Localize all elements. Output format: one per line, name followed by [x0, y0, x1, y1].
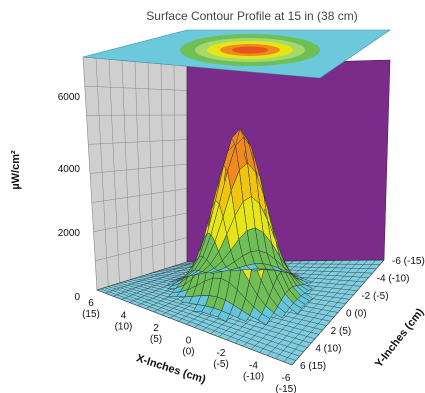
x-tick-cm: (-5) — [213, 359, 229, 370]
surface-cell — [299, 278, 313, 284]
floor-grid-line — [104, 287, 300, 357]
z-tick-label: 2000 — [58, 228, 81, 239]
projection-contours — [180, 34, 320, 66]
x-axis-ticks: 6 (15) 4 (10) 2 (5) 0 (0) -2 (-5) -4 (-10) -6 (-15) — [82, 298, 296, 393]
left-wall-grid-line — [160, 63, 165, 270]
x-tick-value: -2 — [217, 348, 226, 359]
x-tick-cm: (-10) — [243, 372, 264, 383]
z-axis-label: µW/cm² — [10, 150, 22, 190]
floor-grid-line — [96, 261, 188, 291]
x-tick-value: -6 — [282, 373, 291, 384]
y-tick-label: -4 (-10) — [377, 274, 410, 285]
z-axis: 0 2000 4000 6000 — [58, 92, 81, 303]
left-wall-grid-line — [121, 60, 131, 280]
x-tick-value: 6 — [88, 298, 94, 309]
x-tick-label: -2 (-5) — [213, 348, 229, 370]
left-wall-grid-line — [134, 61, 143, 277]
left-wall-grid-line — [173, 64, 176, 266]
x-tick-label: 6 (15) — [82, 298, 100, 320]
y-tick-label: 0 (0) — [346, 309, 367, 320]
y-tick-label: 2 (5) — [331, 326, 352, 337]
surface-cell — [300, 292, 314, 301]
x-tick-label: 2 (5) — [150, 323, 162, 345]
x-tick-cm: (15) — [82, 309, 100, 320]
floor-grid-line — [111, 285, 308, 348]
x-tick-value: 0 — [186, 336, 192, 347]
y-axis-ticks: 6 (15) 4 (10) 2 (5) 0 (0) -2 (-5) -4 (-10) -6 … — [300, 256, 425, 372]
floor-grid-line — [96, 289, 293, 366]
y-axis-label: Y-Inches (cm) — [373, 306, 425, 370]
x-tick-cm: (5) — [150, 334, 162, 345]
left-wall-grid-line — [108, 59, 120, 284]
x-axis-label: X-Inches (cm) — [135, 352, 208, 386]
surface-cell — [274, 269, 287, 274]
left-wall-grid-line — [147, 62, 154, 273]
chart-title: Surface Contour Profile at 15 in (38 cm) — [146, 9, 357, 23]
z-tick-label: 4000 — [58, 164, 81, 175]
floor-grid-line — [105, 261, 196, 294]
surface-mesh — [166, 128, 314, 326]
left-wall-grid — [84, 58, 188, 287]
floor-grid-line — [108, 286, 304, 353]
x-tick-value: 4 — [121, 311, 127, 322]
left-wall-grid-line — [95, 58, 109, 287]
y-tick-label: 4 (10) — [315, 344, 341, 355]
x-tick-value: -4 — [249, 361, 258, 372]
left-wall — [82, 56, 188, 291]
surface-cell — [299, 284, 313, 292]
x-tick-cm: (0) — [182, 347, 194, 358]
floor-grid-line — [113, 261, 204, 297]
x-tick-cm: (10) — [115, 322, 133, 333]
x-tick-label: -6 (-15) — [275, 373, 296, 393]
projection-band-red — [232, 46, 268, 54]
x-tick-label: 4 (10) — [115, 311, 133, 333]
x-tick-label: 0 (0) — [182, 336, 194, 358]
z-tick-label: 0 — [74, 292, 80, 303]
z-tick-label: 6000 — [58, 92, 81, 103]
x-tick-label: -4 (-10) — [243, 361, 264, 383]
y-tick-label: -2 (-5) — [361, 291, 388, 302]
x-tick-cm: (-15) — [275, 384, 296, 393]
y-tick-label: -6 (-15) — [392, 256, 425, 267]
floor-grid-line — [100, 288, 296, 361]
y-tick-label: 6 (15) — [300, 361, 326, 372]
x-tick-value: 2 — [153, 323, 159, 334]
